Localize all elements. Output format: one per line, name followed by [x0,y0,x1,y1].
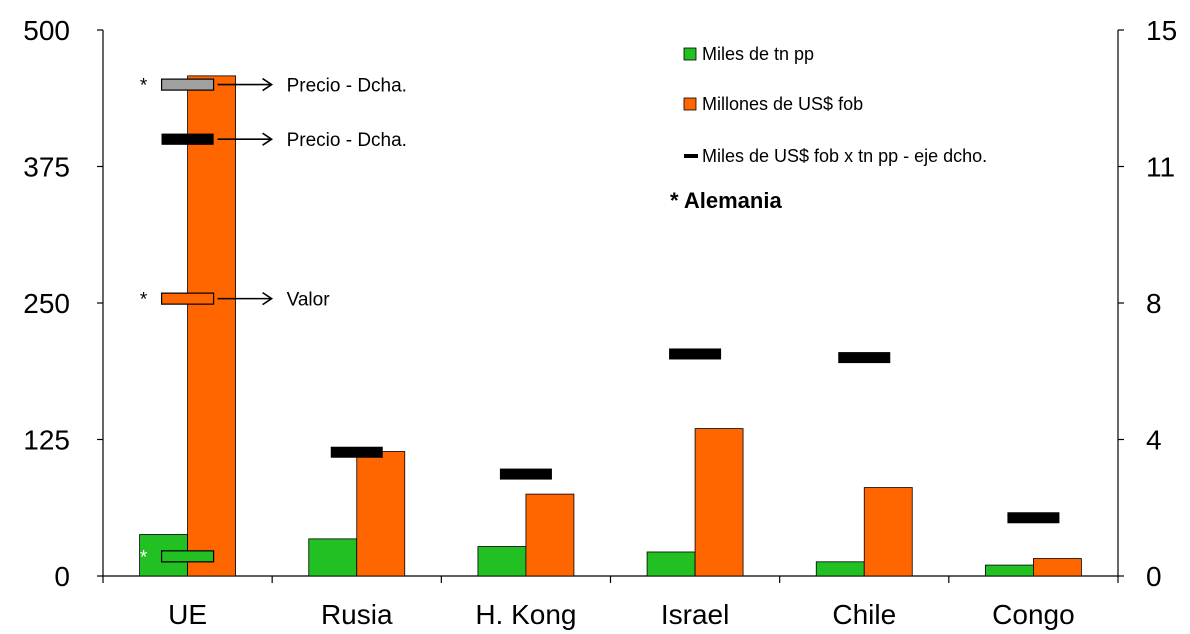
bar-millones-usd [356,451,406,577]
price-marker [1007,512,1060,524]
right-tick-label: 11 [1146,152,1175,183]
price-marker [838,352,891,364]
legend-label: Miles de tn pp [702,44,814,64]
right-tick-label: 15 [1146,15,1177,46]
price-marker [499,468,552,480]
legend-swatch [684,154,698,158]
legend-swatch [683,97,697,111]
annotation-star: * [140,290,148,311]
left-tick-label: 375 [23,152,70,183]
bar-miles-tn [815,561,865,577]
left-tick-label: 0 [54,561,70,592]
price-markers [161,133,1060,524]
annotation-star: * [140,76,148,97]
legend: Miles de tn pp Millones de US$ fob Miles d… [670,44,987,213]
annotation-label: Precio - Dcha. [287,130,407,151]
right-tick-label: 8 [1146,288,1162,319]
annotations: * Precio - Dcha. Precio - Dcha. * Valor * [140,76,407,569]
right-tick-label: 4 [1146,425,1162,456]
left-tick-label: 500 [23,15,70,46]
category-label: H. Kong [475,599,576,630]
annotation-label: Valor [287,290,331,311]
right-tick-label: 0 [1146,561,1162,592]
price-marker [669,348,722,360]
legend-label: Miles de US$ fob x tn pp - eje dcho. [702,146,987,166]
category-label: Israel [661,599,729,630]
annotation-marker [160,292,215,305]
bar-miles-tn [985,564,1034,577]
bars [139,75,1082,577]
annotation-marker [161,133,214,145]
annotation-arrowhead [262,77,274,92]
category-label: Congo [992,599,1075,630]
bar-millones-usd [1033,558,1082,577]
legend-label: Millones de US$ fob [702,94,863,114]
annotation-marker [160,78,215,91]
category-label: Chile [832,599,896,630]
price-marker [330,446,383,458]
bar-miles-tn [646,551,696,577]
left-tick-label: 250 [23,288,70,319]
category-label: UE [168,599,207,630]
annotation-arrowhead [262,132,274,146]
category-label: Rusia [321,599,393,630]
annotation-arrowhead [262,291,274,306]
bar-millones-usd [863,487,913,577]
annotation-marker [160,550,215,563]
bar-miles-tn [477,546,527,577]
alemania-note: * Alemania [670,188,782,213]
annotation-star: * [140,547,148,568]
axes: 0 125 250 375 500 0 4 8 11 15 UE Rusia H. Kong Israel… [23,15,1177,630]
bar-miles-tn [308,538,358,577]
annotation-label: Precio - Dcha. [287,76,407,97]
bar-millones-usd [694,428,744,577]
legend-swatch [683,47,697,61]
bar-millones-usd [525,493,575,577]
left-tick-label: 125 [23,425,70,456]
bar-millones-usd [187,75,236,577]
